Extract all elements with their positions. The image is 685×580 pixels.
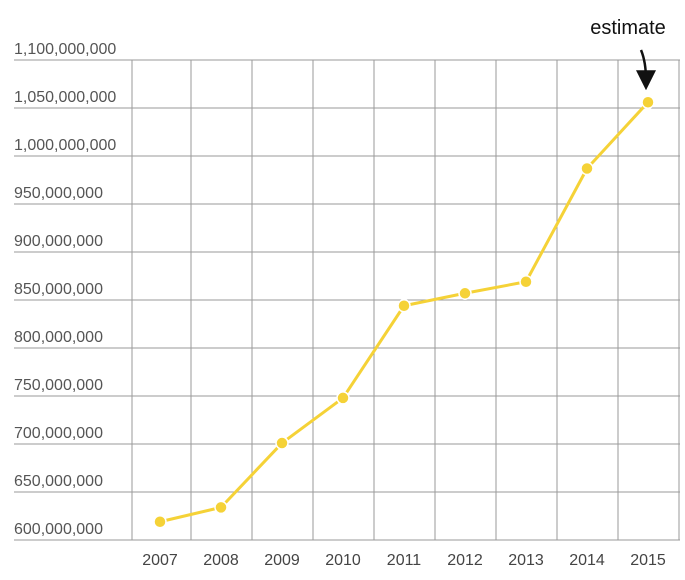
y-tick-label: 950,000,000 [14,185,103,202]
x-tick-label: 2009 [264,552,300,569]
y-tick-label: 650,000,000 [14,473,103,490]
series-group [153,95,655,529]
x-tick-label: 2010 [325,552,361,569]
data-point [153,515,167,529]
x-tick-label: 2012 [447,552,483,569]
y-tick-label: 900,000,000 [14,233,103,250]
data-point [275,436,289,450]
x-tick-label: 2011 [387,552,422,569]
x-tick-label: 2014 [569,552,605,569]
data-point [519,275,533,289]
y-tick-label: 600,000,000 [14,521,103,538]
grid [14,59,680,541]
y-tick-label: 750,000,000 [14,377,103,394]
y-tick-label: 800,000,000 [14,329,103,346]
data-point [336,391,350,405]
x-tick-label: 2007 [142,552,178,569]
x-axis: 2007 2008 2009 2010 2011 2012 2013 2014 2015 [142,552,666,569]
annotation-arrow [635,49,656,91]
y-tick-label: 1,100,000,000 [14,41,116,58]
y-axis: 600,000,000 650,000,000 700,000,000 750,000… [14,41,116,538]
data-point [458,286,472,301]
y-tick-label: 1,000,000,000 [14,137,116,154]
x-tick-label: 2008 [203,552,239,569]
data-point [397,299,411,313]
annotations: estimate [590,17,666,91]
x-tick-label: 2015 [630,552,666,569]
x-tick-label: 2013 [508,552,544,569]
data-point [580,161,594,176]
y-tick-label: 850,000,000 [14,281,103,298]
y-tick-label: 1,050,000,000 [14,89,116,106]
annotation-label: estimate [590,17,666,39]
y-tick-label: 700,000,000 [14,425,103,442]
data-point [641,95,655,109]
data-point [214,500,228,515]
